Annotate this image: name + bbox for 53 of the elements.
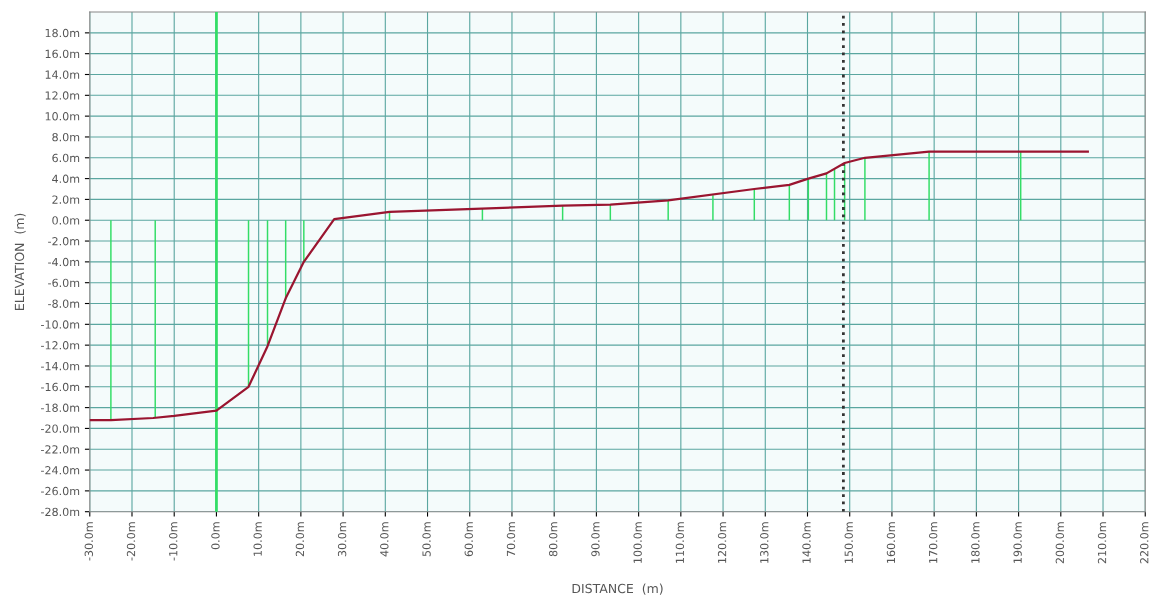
y-tick-label: 12.0m bbox=[45, 91, 80, 100]
x-tick-label: -10.0m bbox=[169, 522, 178, 561]
x-tick-label: 120.0m bbox=[717, 522, 727, 563]
y-tick-label: -20.0m bbox=[41, 424, 80, 433]
x-tick-label: 100.0m bbox=[633, 522, 642, 563]
x-tick-label: 210.0m bbox=[1097, 522, 1107, 564]
x-tick-label: 160.0m bbox=[886, 522, 896, 563]
y-tick-label: 14.0m bbox=[45, 70, 80, 79]
y-tick-label: -2.0m bbox=[48, 237, 80, 246]
y-axis-title: ELEVATION (m) bbox=[14, 213, 26, 310]
y-tick-label: 0.0m bbox=[52, 216, 80, 225]
y-tick-label: -18.0m bbox=[41, 403, 80, 412]
y-tick-label: -8.0m bbox=[48, 299, 80, 308]
y-tick-label: -10.0m bbox=[41, 320, 80, 329]
x-tick-label: -20.0m bbox=[126, 522, 136, 561]
line-series bbox=[89, 150, 1089, 422]
y-tick-label: 4.0m bbox=[52, 174, 80, 183]
x-tick-label: 200.0m bbox=[1055, 522, 1065, 564]
y-tick-label: 16.0m bbox=[45, 49, 80, 59]
x-tick-label: 30.0m bbox=[337, 522, 347, 557]
x-tick-label: 10.0m bbox=[253, 522, 262, 556]
y-tick-label: -26.0m bbox=[41, 486, 80, 496]
x-tick-label: 20.0m bbox=[295, 522, 305, 557]
y-tick-label: -4.0m bbox=[48, 257, 80, 267]
x-tick-label: 170.0m bbox=[928, 522, 938, 563]
x-tick-label: 110.0m bbox=[675, 522, 685, 563]
x-tick-label: 0.0m bbox=[211, 522, 220, 550]
y-tick-label: 10.0m bbox=[45, 112, 80, 121]
x-tick-label: 190.0m bbox=[1013, 522, 1022, 563]
x-tick-label: -30.0m bbox=[84, 522, 93, 561]
x-tick-label: 70.0m bbox=[506, 522, 516, 557]
x-tick-label: 220.0m bbox=[1140, 522, 1149, 564]
y-tick-label: 8.0m bbox=[52, 132, 80, 142]
y-tick-label: 6.0m bbox=[52, 153, 80, 163]
y-tick-label: 18.0m bbox=[45, 28, 80, 38]
y-tick-label: -12.0m bbox=[41, 341, 80, 350]
y-tick-label: -24.0m bbox=[41, 466, 80, 475]
y-tick-label: 2.0m bbox=[52, 195, 80, 204]
y-tick-label: -22.0m bbox=[41, 445, 80, 454]
y-tick-label: -16.0m bbox=[41, 382, 80, 392]
x-tick-label: 60.0m bbox=[464, 522, 473, 557]
x-tick-label: 80.0m bbox=[549, 522, 558, 557]
x-tick-label: 90.0m bbox=[591, 522, 600, 557]
y-tick-label: -6.0m bbox=[48, 278, 80, 288]
x-tick-label: 150.0m bbox=[844, 522, 853, 563]
y-tick-label: -28.0m bbox=[41, 507, 80, 517]
x-tick-label: 130.0m bbox=[760, 522, 769, 563]
x-tick-label: 50.0m bbox=[422, 522, 431, 557]
x-tick-label: 180.0m bbox=[971, 522, 980, 563]
x-tick-label: 40.0m bbox=[380, 522, 389, 557]
x-tick-label: 140.0m bbox=[802, 522, 811, 563]
x-axis-title: DISTANCE (m) bbox=[572, 583, 663, 595]
y-tick-label: -14.0m bbox=[41, 361, 80, 371]
